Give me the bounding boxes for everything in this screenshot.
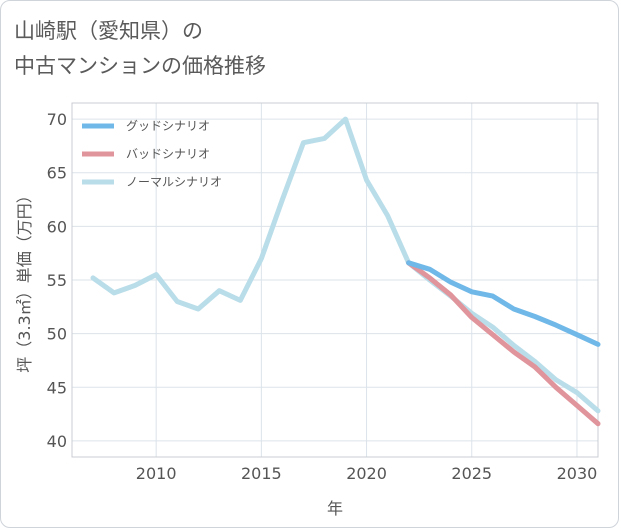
- grid: [72, 103, 598, 457]
- plot-frame: [71, 102, 599, 458]
- x-ticks: 2010 2015 2020 2025 2030: [136, 464, 598, 483]
- legend-label: バッドシナリオ: [126, 147, 210, 161]
- x-axis-label: 年: [327, 499, 343, 518]
- y-tick-label: 40: [47, 432, 67, 451]
- legend-label: ノーマルシナリオ: [126, 175, 222, 189]
- y-tick-label: 60: [47, 217, 67, 236]
- x-tick-label: 2020: [346, 464, 387, 483]
- chart-title: 山崎駅（愛知県）の 中古マンションの価格推移: [14, 14, 266, 84]
- y-tick-label: 50: [47, 325, 67, 344]
- x-tick-label: 2025: [451, 464, 492, 483]
- y-ticks: 40 45 50 55 60 65 70: [47, 110, 67, 451]
- y-axis-label: 坪（3.3㎡）単価（万円）: [15, 187, 34, 372]
- series-line-1: [406, 260, 601, 427]
- y-tick-label: 65: [47, 164, 67, 183]
- y-tick-label: 45: [47, 378, 67, 397]
- x-tick-label: 2010: [136, 464, 177, 483]
- title-line-2: 中古マンションの価格推移: [14, 54, 266, 78]
- y-tick-label: 70: [47, 110, 67, 129]
- x-tick-label: 2030: [557, 464, 598, 483]
- x-tick-label: 2015: [241, 464, 282, 483]
- series-layer: [90, 116, 601, 427]
- legend-label: グッドシナリオ: [126, 119, 210, 133]
- series-line-2: [90, 116, 601, 414]
- title-line-1: 山崎駅（愛知県）の: [14, 19, 203, 43]
- series-line-0: [406, 260, 601, 347]
- y-tick-label: 55: [47, 271, 67, 290]
